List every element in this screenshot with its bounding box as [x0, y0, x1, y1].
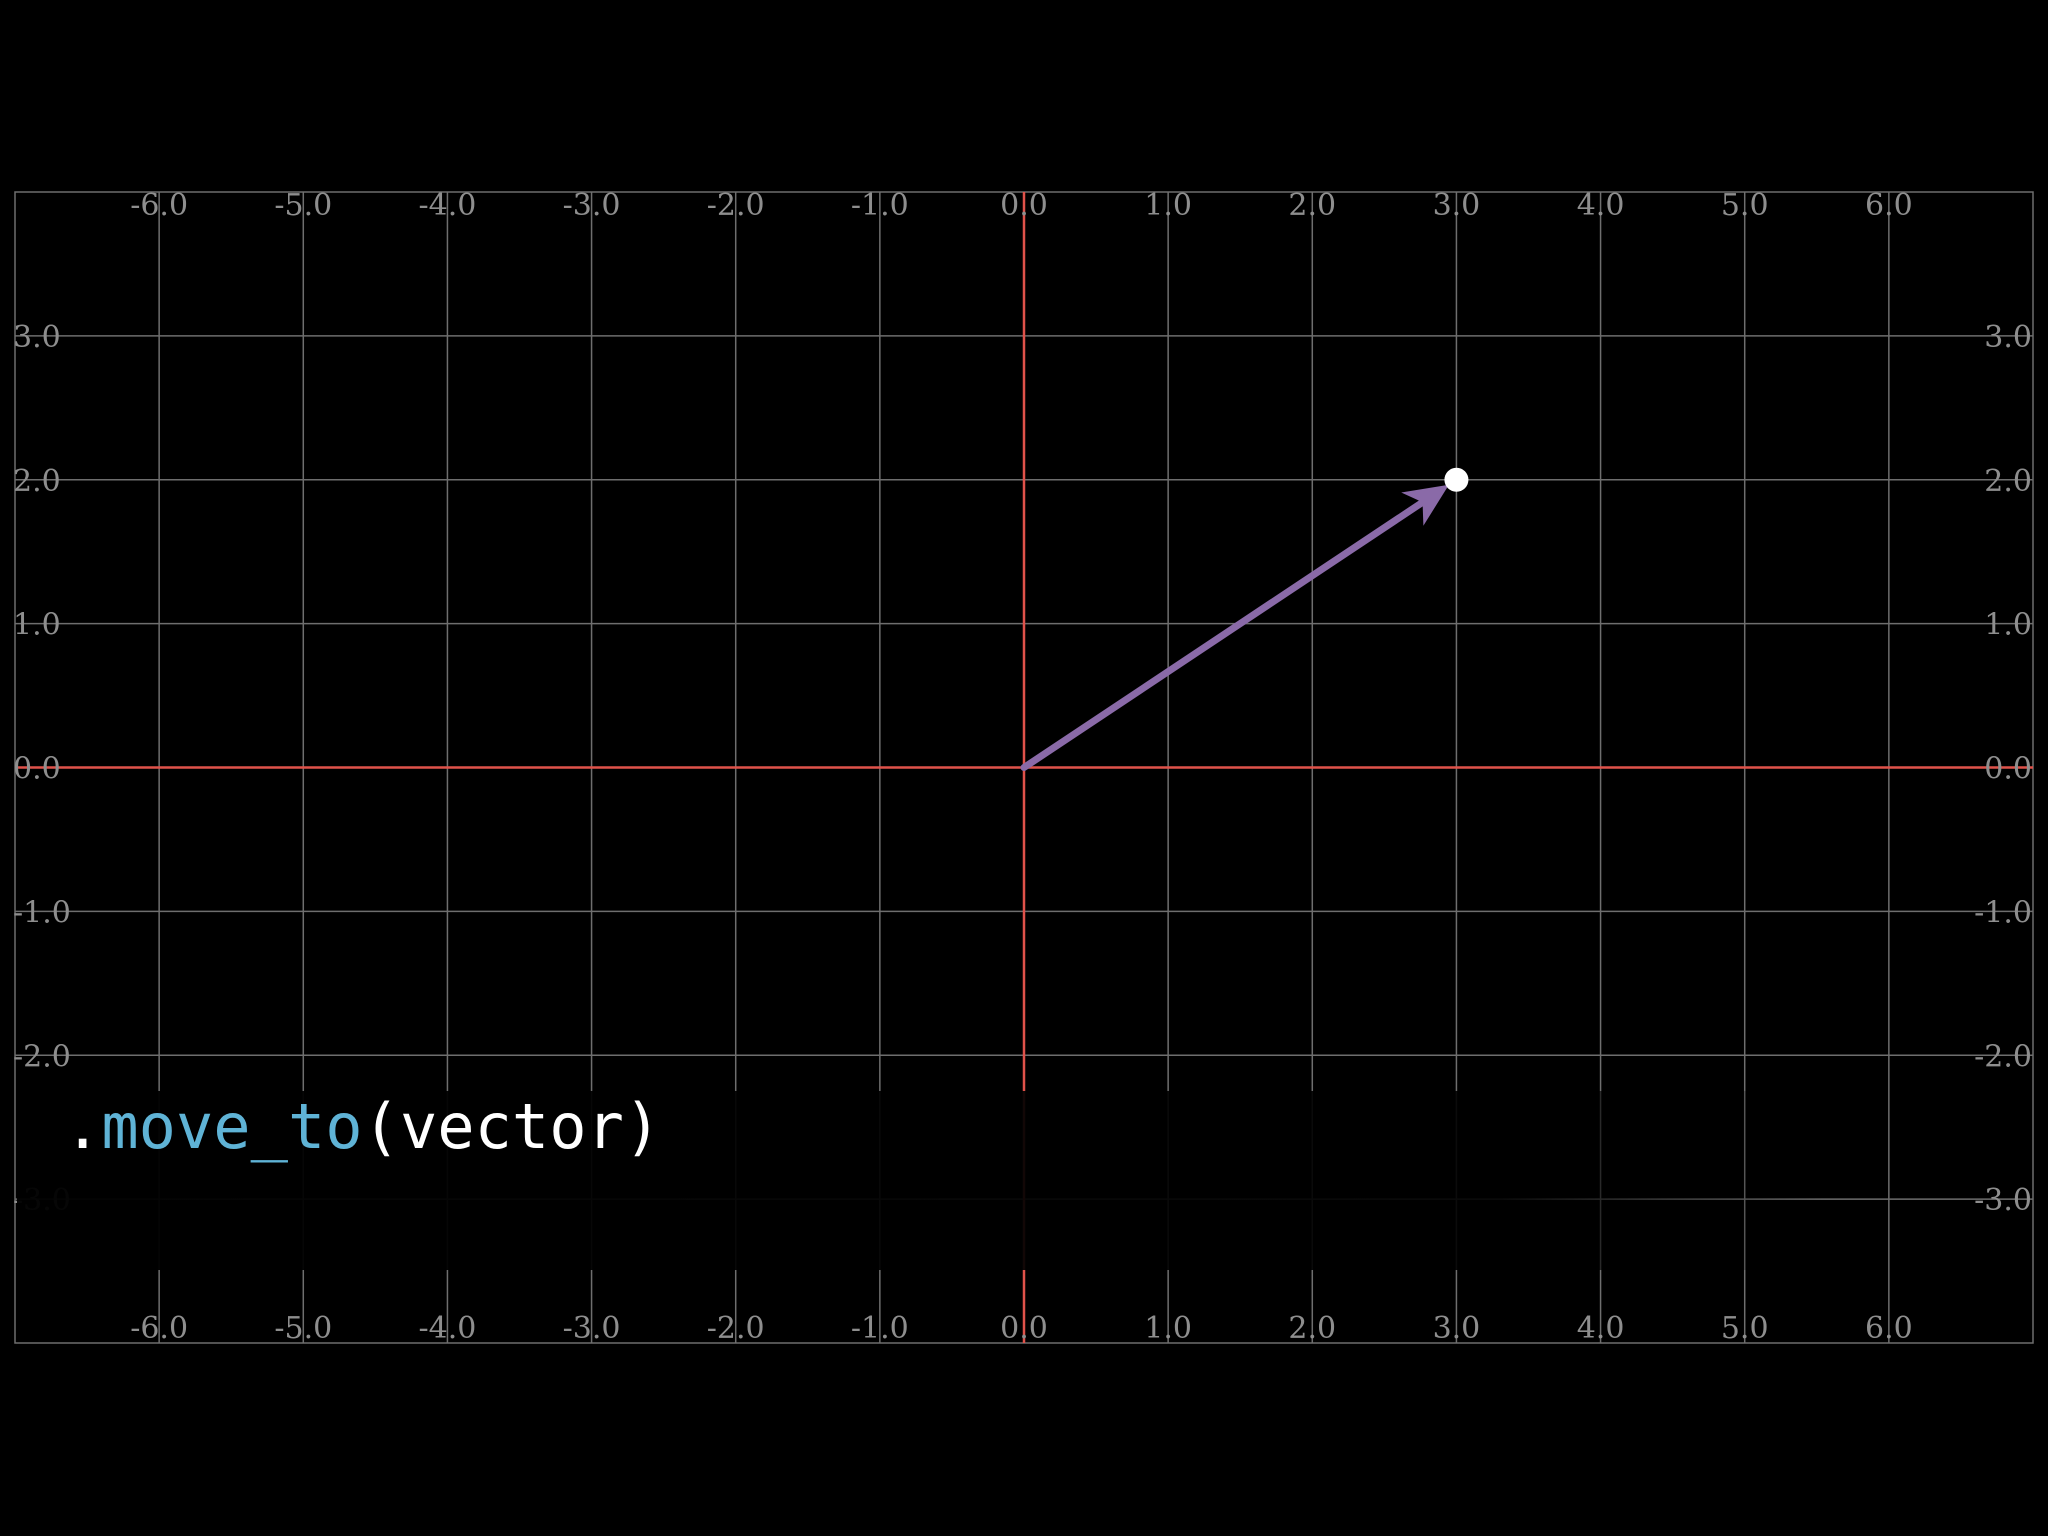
y-tick-label-right: -3.0 [1974, 1183, 2032, 1218]
x-tick-label-bottom: -1.0 [851, 1311, 909, 1346]
y-tick-label-left: 2.0 [13, 464, 61, 499]
x-tick-label-bottom: 4.0 [1577, 1311, 1625, 1346]
x-tick-label-top: 1.0 [1144, 188, 1192, 223]
x-tick-label-top: -1.0 [851, 188, 909, 223]
y-tick-label-left: -2.0 [13, 1039, 71, 1074]
x-tick-label-bottom: -4.0 [418, 1311, 476, 1346]
x-tick-label-top: 3.0 [1433, 188, 1481, 223]
x-tick-label-top: 0.0 [1000, 188, 1048, 223]
x-tick-label-bottom: 0.0 [1000, 1311, 1048, 1346]
y-tick-label-right: 2.0 [1984, 464, 2032, 499]
code-backdrop-band [17, 1091, 1827, 1270]
y-tick-label-right: -2.0 [1974, 1039, 2032, 1074]
x-tick-label-top: -3.0 [563, 188, 621, 223]
y-tick-label-right: 0.0 [1984, 752, 2032, 787]
x-tick-label-top: 6.0 [1865, 188, 1913, 223]
vector-arrowhead [1401, 484, 1449, 526]
y-tick-label-right: 1.0 [1984, 608, 2032, 643]
target-dot [1444, 467, 1469, 492]
y-tick-label-left: 0.0 [13, 752, 61, 787]
vector-group [1020, 467, 1469, 771]
y-tick-label-left: 3.0 [13, 320, 61, 355]
x-tick-label-bottom: -2.0 [707, 1311, 765, 1346]
y-tick-label-right: -1.0 [1974, 895, 2032, 930]
x-tick-label-top: 5.0 [1721, 188, 1769, 223]
x-tick-label-bottom: 5.0 [1721, 1311, 1769, 1346]
y-tick-label-left: -1.0 [13, 895, 71, 930]
x-tick-label-top: 4.0 [1577, 188, 1625, 223]
x-tick-label-bottom: 2.0 [1288, 1311, 1336, 1346]
code-open-paren: ( [363, 1090, 400, 1163]
vector-shaft [1020, 498, 1427, 771]
x-tick-label-top: -4.0 [418, 188, 476, 223]
code-argument: vector [400, 1090, 624, 1163]
code-dot: . [64, 1090, 101, 1163]
x-tick-label-bottom: -6.0 [130, 1311, 188, 1346]
x-tick-label-top: -6.0 [130, 188, 188, 223]
x-tick-label-bottom: 1.0 [1144, 1311, 1192, 1346]
x-tick-label-bottom: -5.0 [274, 1311, 332, 1346]
code-backdrop [17, 1091, 1827, 1270]
x-tick-label-top: 2.0 [1288, 188, 1336, 223]
code-caption: .move_to(vector) [64, 1090, 661, 1163]
x-tick-label-top: -2.0 [707, 188, 765, 223]
x-tick-label-bottom: -3.0 [563, 1311, 621, 1346]
x-tick-label-bottom: 3.0 [1433, 1311, 1481, 1346]
x-tick-label-bottom: 6.0 [1865, 1311, 1913, 1346]
x-tick-label-top: -5.0 [274, 188, 332, 223]
y-tick-label-right: 3.0 [1984, 320, 2032, 355]
code-method: move_to [101, 1090, 362, 1163]
code-close-paren: ) [624, 1090, 661, 1163]
y-tick-label-left: 1.0 [13, 608, 61, 643]
